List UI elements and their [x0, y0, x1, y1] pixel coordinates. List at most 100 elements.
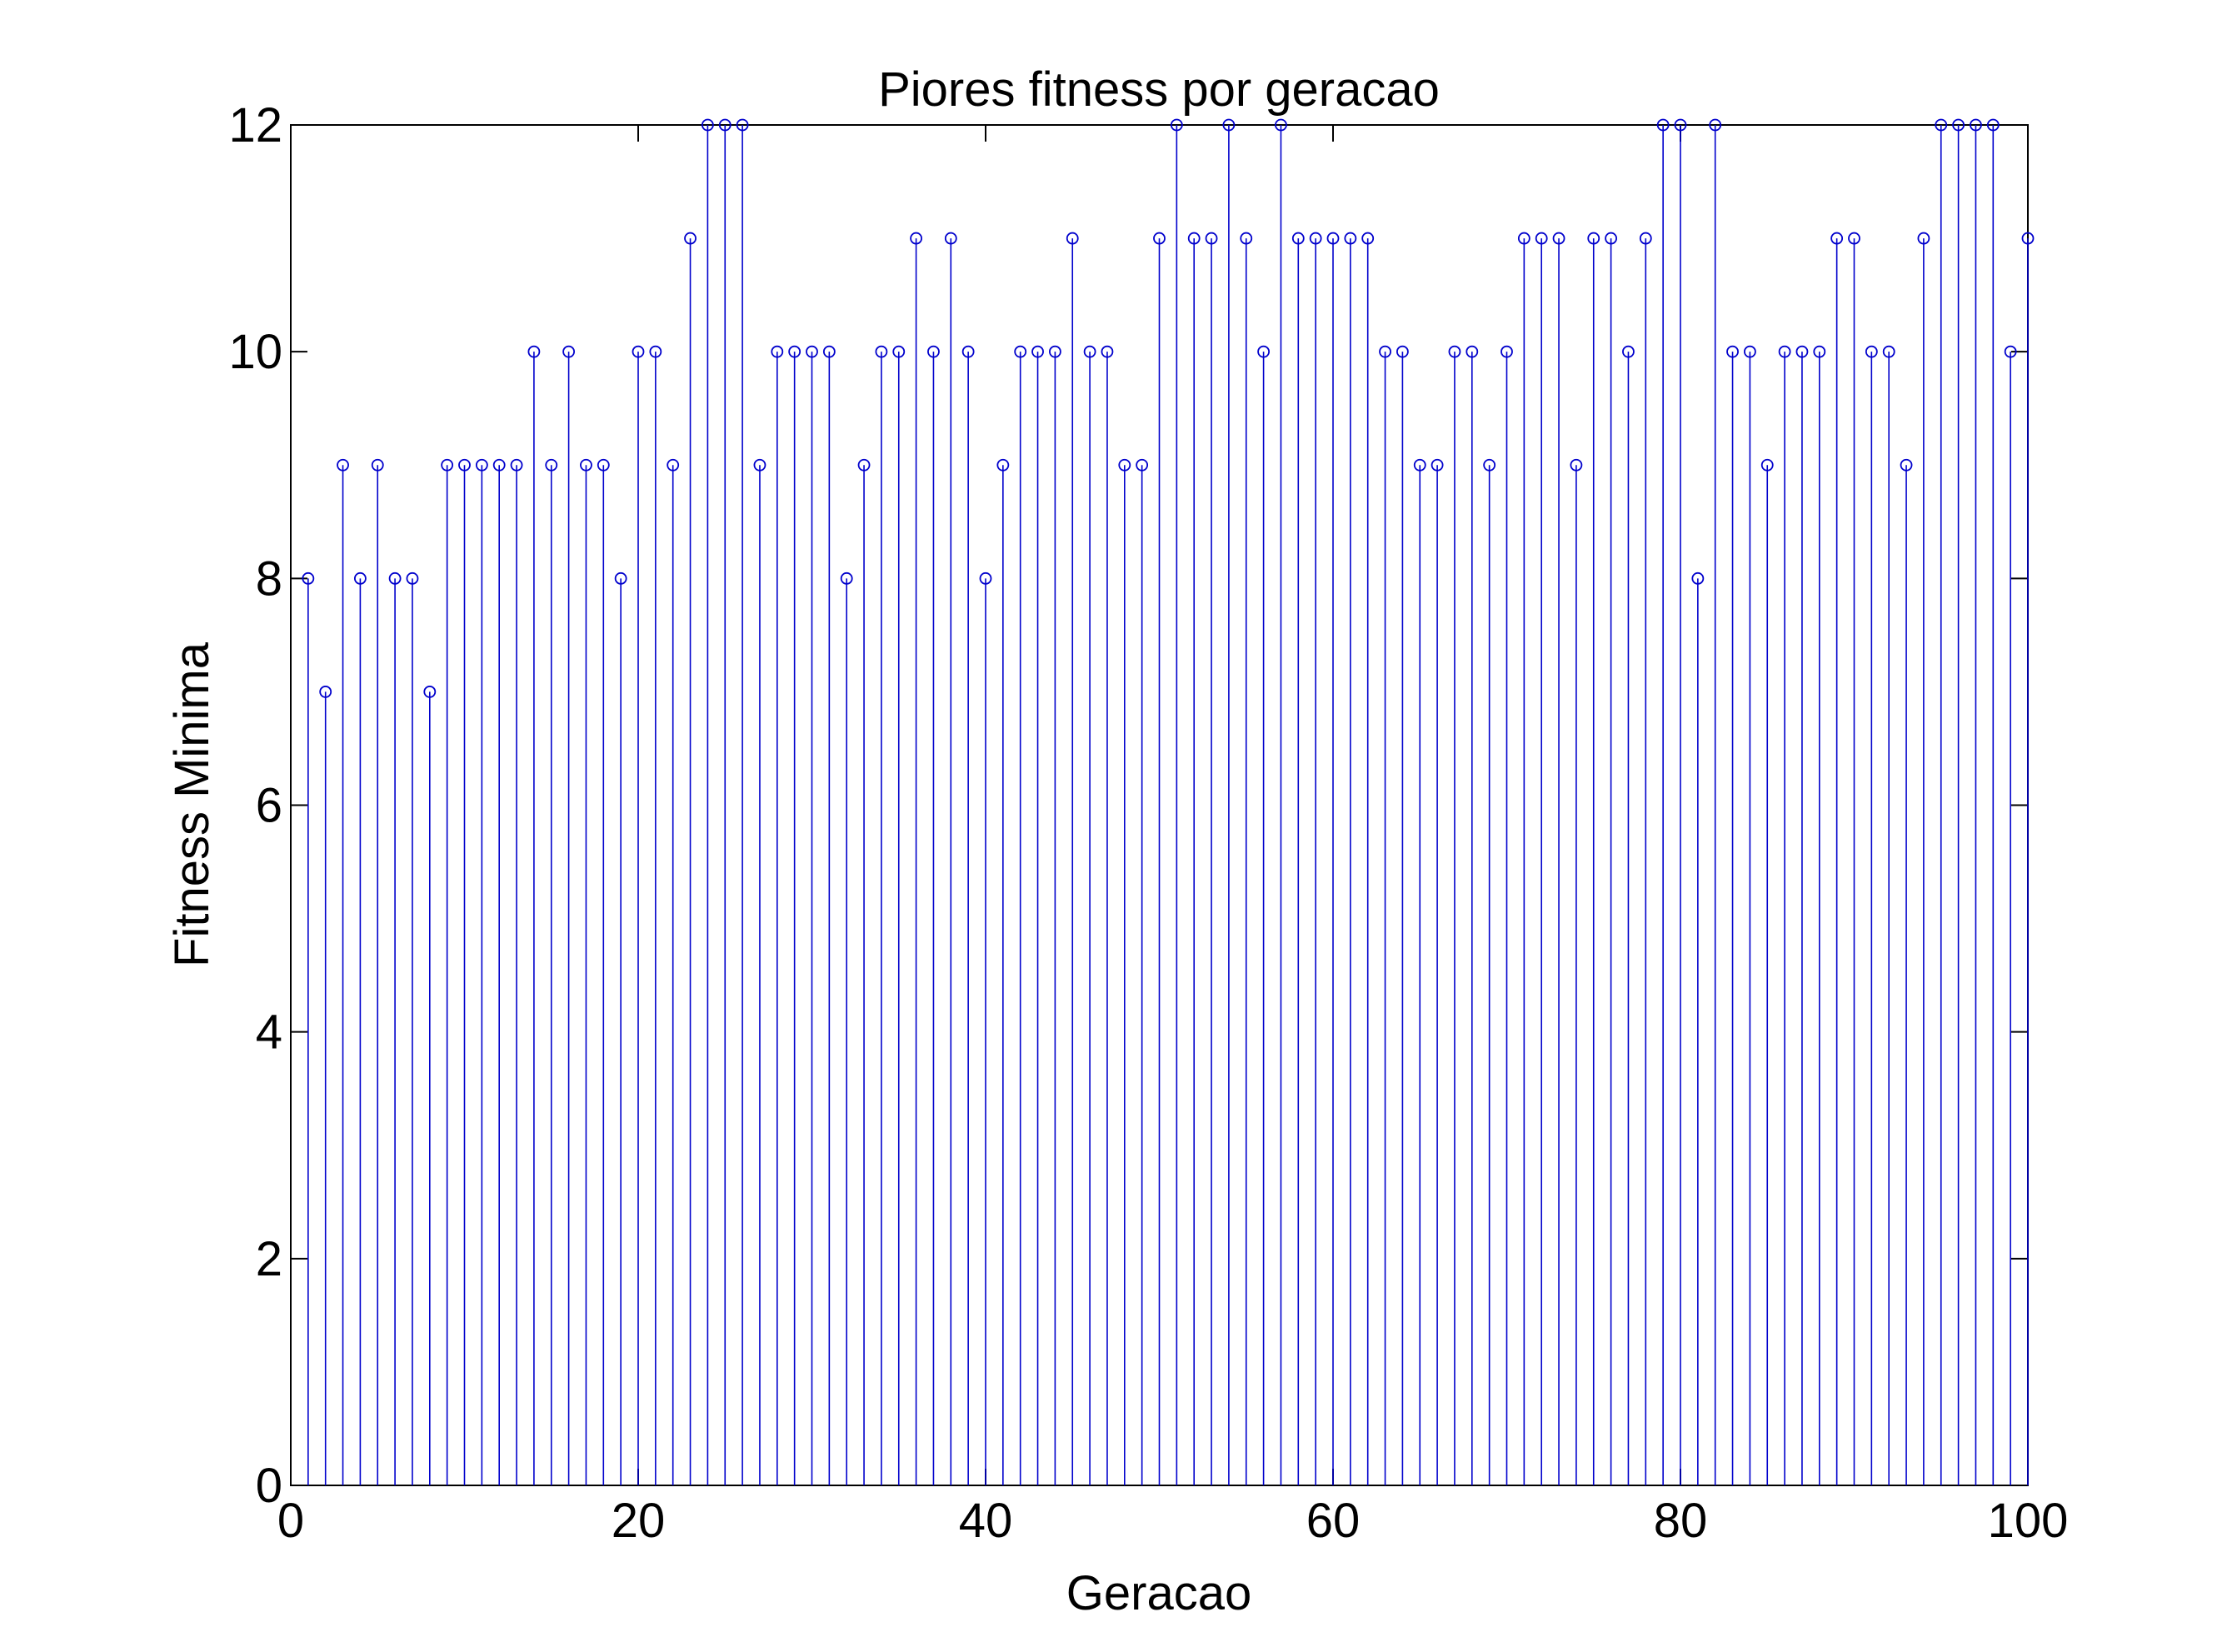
- stem-marker: [1900, 458, 1913, 472]
- stem-marker: [353, 571, 367, 585]
- stem-marker: [1552, 232, 1565, 245]
- stem-marker: [1396, 345, 1409, 358]
- stem-marker: [875, 345, 888, 358]
- stem-marker: [1118, 458, 1131, 472]
- stem-marker: [527, 345, 541, 358]
- stem-marker: [1935, 118, 1948, 132]
- stem-marker: [1517, 232, 1530, 245]
- stem-marker: [857, 458, 871, 472]
- x-axis-label: Geracao: [1066, 1566, 1251, 1620]
- stem-marker: [1795, 345, 1809, 358]
- stem-marker: [1413, 458, 1426, 472]
- stem-marker: [597, 458, 610, 472]
- stem-marker: [510, 458, 523, 472]
- stem-marker: [545, 458, 558, 472]
- stem-marker: [1291, 232, 1305, 245]
- stem-marker: [1066, 232, 1079, 245]
- stem-marker: [1483, 458, 1496, 472]
- stem-marker: [1205, 232, 1218, 245]
- stem-marker: [1778, 345, 1791, 358]
- y-tick-label: 12: [228, 98, 282, 152]
- stem-marker: [1379, 345, 1391, 358]
- y-tick-label: 10: [228, 325, 282, 379]
- stem-marker: [1691, 571, 1705, 585]
- chart-title: Piores fitness por geracao: [878, 62, 1440, 117]
- y-axis-label: Fitness Minima: [165, 641, 219, 967]
- stem-marker: [1760, 458, 1774, 472]
- stem-marker: [458, 458, 471, 472]
- stem-marker: [1622, 345, 1635, 358]
- stem-marker: [1830, 232, 1844, 245]
- stem-marker: [388, 571, 402, 585]
- stem-marker: [423, 686, 437, 698]
- stem-marker: [1222, 118, 1236, 132]
- stem-marker: [406, 571, 419, 585]
- stem-marker: [718, 118, 732, 132]
- stem-marker: [492, 458, 506, 472]
- x-tick-labels: 0 20 40 60 80 100: [277, 1494, 2069, 1548]
- stem-marker: [1952, 118, 1965, 132]
- x-tick-label: 0: [277, 1494, 304, 1548]
- stem-marker: [441, 458, 454, 472]
- stem-marker: [1535, 232, 1548, 245]
- stem-marker: [1656, 118, 1670, 132]
- stem-marker: [371, 458, 384, 472]
- y-tick-label: 8: [256, 551, 282, 606]
- y-tick-label: 6: [256, 779, 282, 833]
- stem-marker: [1639, 232, 1652, 245]
- stem-marker: [649, 345, 662, 358]
- stem-marker: [1344, 232, 1357, 245]
- stem-marker: [562, 345, 575, 358]
- stem-marker: [753, 458, 766, 472]
- stem-marker: [822, 345, 836, 358]
- y-tick-label: 0: [256, 1459, 282, 1513]
- x-tick-label: 20: [612, 1494, 666, 1548]
- stem-marker: [1240, 232, 1253, 245]
- stem-marker: [1448, 345, 1461, 358]
- stem-marker: [788, 345, 801, 358]
- stem-marker: [1466, 345, 1479, 358]
- stem-marker: [1153, 232, 1166, 245]
- stem-marker: [1014, 345, 1027, 358]
- stem-marker: [961, 345, 975, 358]
- stem-marker: [1170, 118, 1183, 132]
- stem-marker: [806, 345, 818, 358]
- stem-marker: [580, 458, 592, 472]
- stem-marker: [892, 345, 906, 358]
- stem-marker: [684, 232, 697, 245]
- stem-marker: [927, 345, 940, 358]
- stem-marker: [1187, 232, 1201, 245]
- stem-marker: [771, 345, 784, 358]
- stem-marker: [1083, 345, 1096, 358]
- stem-marker: [1848, 232, 1860, 245]
- stem-marker: [840, 571, 853, 585]
- stem-marker: [1865, 345, 1878, 358]
- stem-marker: [1049, 345, 1061, 358]
- stem-marker: [736, 118, 749, 132]
- stem-marker: [1587, 232, 1600, 245]
- stem-marker: [1674, 118, 1687, 132]
- stem-marker: [319, 686, 332, 698]
- y-tick-label: 4: [256, 1006, 282, 1060]
- stem-marker: [632, 345, 645, 358]
- stem-marker: [1726, 345, 1739, 358]
- stem-marker: [1275, 118, 1287, 132]
- stem-marker: [1257, 345, 1270, 358]
- y-tick-label: 2: [256, 1232, 282, 1286]
- stem-marker: [944, 232, 957, 245]
- x-tick-label: 40: [959, 1494, 1013, 1548]
- stem-series: [302, 118, 2035, 1485]
- stem-marker: [2021, 232, 2035, 245]
- stem-marker: [302, 571, 315, 585]
- stem-marker: [1882, 345, 1895, 358]
- stem-marker: [1917, 232, 1930, 245]
- stem-marker: [979, 571, 992, 585]
- stem-marker: [1605, 232, 1617, 245]
- stem-marker: [702, 118, 714, 132]
- stem-marker: [1709, 118, 1722, 132]
- stem-marker: [1136, 458, 1149, 472]
- stem-marker: [667, 458, 680, 472]
- stem-marker: [1431, 458, 1444, 472]
- stem-marker: [996, 458, 1010, 472]
